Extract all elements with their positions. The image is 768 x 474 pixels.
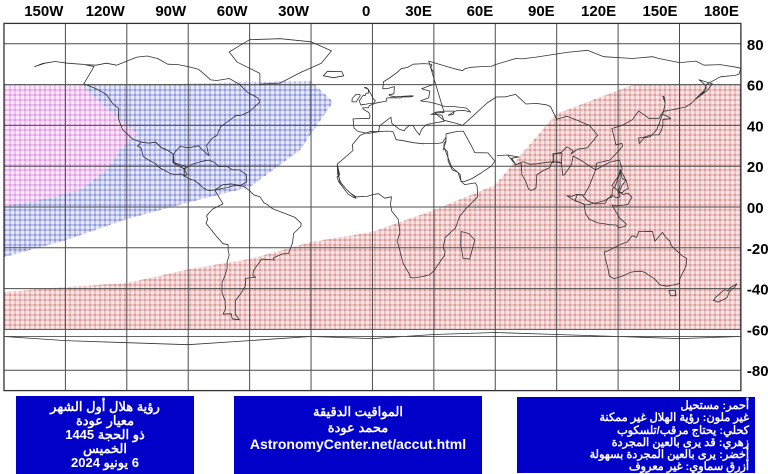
svg-text:-20: -20: [747, 241, 768, 258]
svg-text:120W: 120W: [86, 3, 126, 20]
svg-text:180E: 180E: [704, 3, 739, 20]
svg-text:30E: 30E: [405, 3, 432, 20]
svg-text:-60: -60: [747, 322, 768, 339]
svg-text:120E: 120E: [581, 3, 616, 20]
svg-text:60W: 60W: [217, 3, 249, 20]
svg-text:20: 20: [747, 159, 764, 176]
svg-text:30W: 30W: [278, 3, 310, 20]
svg-text:60: 60: [747, 78, 764, 95]
svg-text:80: 80: [747, 37, 764, 54]
svg-text:150E: 150E: [642, 3, 677, 20]
svg-text:150W: 150W: [24, 3, 64, 20]
svg-text:00: 00: [747, 200, 764, 217]
svg-text:90W: 90W: [155, 3, 187, 20]
svg-text:40: 40: [747, 118, 764, 135]
svg-text:0: 0: [362, 3, 370, 20]
svg-text:60E: 60E: [467, 3, 494, 20]
svg-text:-80: -80: [747, 363, 768, 380]
svg-text:90E: 90E: [528, 3, 555, 20]
svg-text:-40: -40: [747, 282, 768, 299]
